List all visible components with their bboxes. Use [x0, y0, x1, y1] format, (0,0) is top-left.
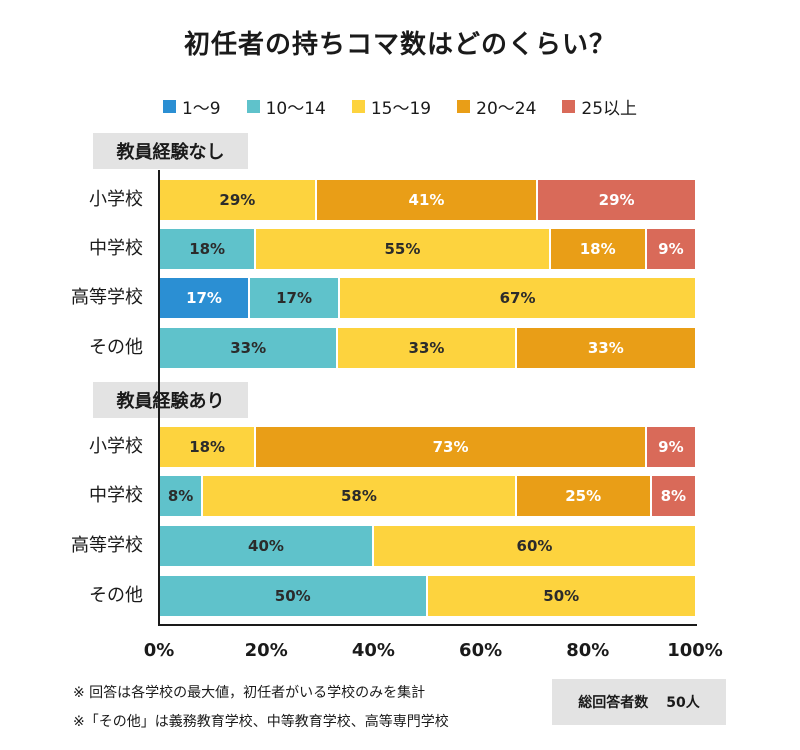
- bar-segment: 29%: [538, 180, 695, 220]
- row-label: 高等学校: [71, 287, 143, 308]
- legend-item: 15〜19: [351, 94, 432, 119]
- bar-segment: 33%: [516, 328, 695, 368]
- bar-segment: 33%: [160, 328, 339, 368]
- bar-segment: 73%: [256, 427, 647, 467]
- bar-row: 8% 58% 25% 8%: [160, 476, 695, 516]
- bar-segment: 18%: [160, 427, 257, 467]
- bar-row: 40% 60%: [160, 526, 695, 566]
- row-label: その他: [89, 585, 143, 606]
- bar-segment: 8%: [651, 476, 695, 516]
- bar-row: 29% 41% 29%: [160, 180, 695, 220]
- x-tick-label: 20%: [244, 640, 288, 661]
- row-label: 中学校: [89, 485, 143, 506]
- legend-item: 1〜9: [162, 94, 221, 119]
- bar-segment: 33%: [338, 328, 517, 368]
- legend-label: 15〜19: [370, 99, 432, 119]
- respondents-value: 50人: [666, 695, 700, 711]
- legend-item: 25以上: [562, 94, 637, 119]
- legend-item: 20〜24: [457, 94, 536, 119]
- bar-segment: 67%: [340, 278, 695, 318]
- legend: 1〜9 10〜14 15〜19 20〜24 25以上: [0, 94, 800, 119]
- bar-segment: 25%: [516, 476, 652, 516]
- row-label: 小学校: [89, 436, 143, 457]
- legend-label: 25以上: [581, 99, 638, 119]
- bar-row: 17% 17% 67%: [160, 278, 695, 318]
- legend-swatch: [562, 100, 576, 113]
- bar-segment: 17%: [160, 278, 251, 318]
- bar-segment: 18%: [550, 229, 647, 269]
- row-label: その他: [89, 337, 143, 358]
- group-label: 教員経験あり: [93, 382, 248, 418]
- x-tick-label: 100%: [667, 640, 723, 661]
- row-label: 中学校: [89, 238, 143, 259]
- row-label: 小学校: [89, 189, 143, 210]
- x-tick-label: 60%: [459, 640, 503, 661]
- bar-segment: 60%: [374, 526, 695, 566]
- y-axis-line: [158, 170, 160, 626]
- bar-segment: 50%: [160, 576, 428, 616]
- bar-row: 18% 73% 9%: [160, 427, 695, 467]
- legend-swatch: [351, 100, 365, 113]
- bar-segment: 41%: [316, 180, 539, 220]
- bar-segment: 9%: [646, 229, 695, 269]
- bar-segment: 40%: [160, 526, 374, 566]
- bar-segment: 17%: [250, 278, 341, 318]
- bar-segment: 55%: [256, 229, 551, 269]
- legend-label: 10〜14: [265, 99, 326, 119]
- bar-row: 50% 50%: [160, 576, 695, 616]
- bar-segment: 8%: [160, 476, 204, 516]
- bar-segment: 58%: [203, 476, 517, 516]
- chart-title: 初任者の持ちコマ数はどのくらい？: [183, 30, 616, 60]
- note-aggregation: ※ 回答は各学校の最大値，初任者がいる学校のみを集計: [73, 685, 426, 701]
- x-tick-label: 40%: [351, 640, 395, 661]
- bar-segment: 9%: [646, 427, 695, 467]
- x-tick-label: 0%: [143, 640, 175, 661]
- bar-row: 33% 33% 33%: [160, 328, 695, 368]
- legend-swatch: [457, 100, 471, 113]
- bar-segment: 50%: [427, 576, 695, 616]
- legend-swatch: [246, 100, 260, 113]
- legend-swatch: [162, 100, 176, 113]
- row-label: 高等学校: [71, 535, 143, 556]
- legend-label: 1〜9: [181, 99, 221, 119]
- respondents-box: 総回答者数 50人: [552, 679, 726, 725]
- group-label: 教員経験なし: [93, 133, 248, 169]
- respondents-label: 総回答者数: [578, 695, 649, 711]
- bar-segment: 18%: [160, 229, 257, 269]
- x-tick-label: 80%: [566, 640, 610, 661]
- note-other-definition: ※「その他」は義務教育学校、中等教育学校、高等専門学校: [73, 714, 449, 730]
- legend-item: 10〜14: [246, 94, 326, 119]
- bar-segment: 29%: [160, 180, 317, 220]
- bar-row: 18% 55% 18% 9%: [160, 229, 695, 269]
- legend-label: 20〜24: [476, 99, 537, 119]
- x-axis-line: [158, 624, 697, 626]
